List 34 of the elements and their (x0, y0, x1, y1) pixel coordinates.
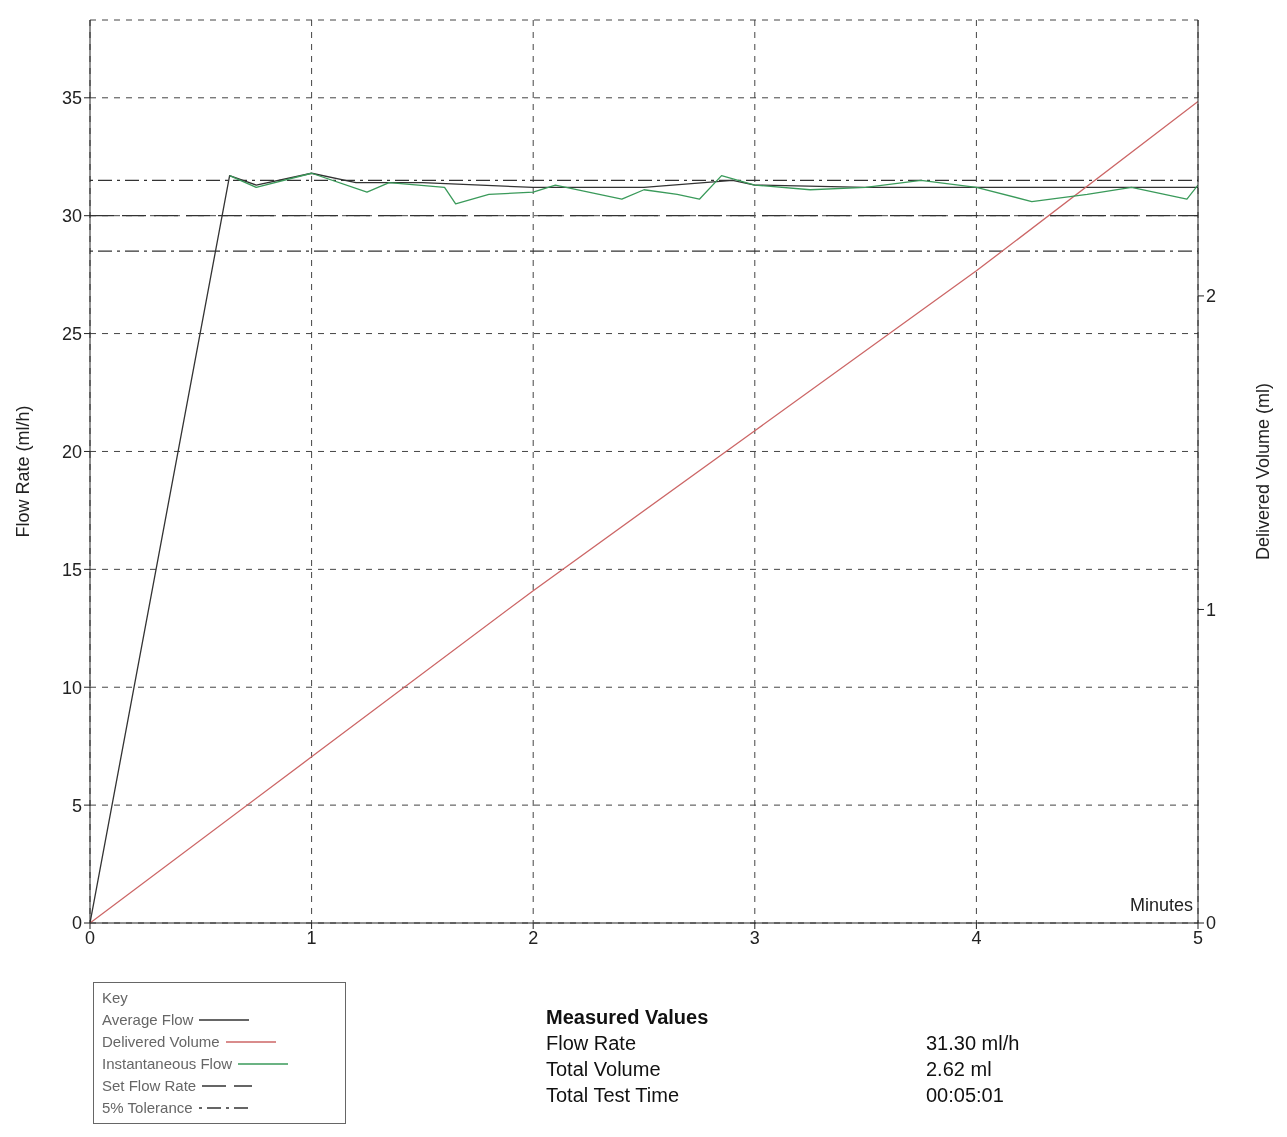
text: 00:05:01 (926, 1083, 1004, 1108)
x-tick-label: 0 (84, 927, 96, 948)
y-tick-label: 20 (61, 441, 82, 462)
y-tick-label: 10 (61, 677, 82, 698)
y-tick-label: 30 (61, 206, 82, 227)
text: Measured Values (546, 1005, 710, 1030)
x-tick-label: 3 (749, 927, 760, 948)
legend-label: 5% Tolerance (102, 1098, 193, 1118)
text: Total Test Time (546, 1083, 681, 1108)
text: 2.62 ml (926, 1057, 992, 1082)
y2-tick-label: 2 (1206, 286, 1217, 307)
y-tick-label: 0 (71, 913, 82, 934)
y-tick-label: 5 (71, 795, 82, 816)
y-tick-label: 25 (61, 323, 82, 344)
text: Flow Rate (546, 1031, 638, 1056)
x-tick-label: 2 (528, 927, 539, 948)
legend-label: Delivered Volume (102, 1032, 220, 1052)
text: Total Volume (546, 1057, 662, 1082)
x-tick-label: 1 (306, 927, 317, 948)
x-tick-label: 4 (971, 927, 982, 948)
x-axis-title: Minutes (1129, 894, 1193, 915)
legend-label: Average Flow (102, 1010, 194, 1030)
y2-axis-title: Delivered Volume (ml) (1253, 382, 1274, 561)
legend-label: Set Flow Rate (102, 1076, 197, 1096)
y2-tick-label: 0 (1206, 913, 1217, 934)
y-tick-label: 35 (61, 88, 82, 109)
y-axis-title: Flow Rate (ml/h) (13, 405, 34, 538)
y-tick-label: 15 (61, 559, 82, 580)
x-tick-label: 5 (1192, 927, 1204, 948)
text: 31.30 ml/h (926, 1031, 1020, 1056)
y2-tick-label: 1 (1206, 599, 1217, 620)
line-series (228, 172, 1198, 205)
legend-title: Key (102, 988, 129, 1008)
legend-label: Instantaneous Flow (102, 1054, 233, 1074)
